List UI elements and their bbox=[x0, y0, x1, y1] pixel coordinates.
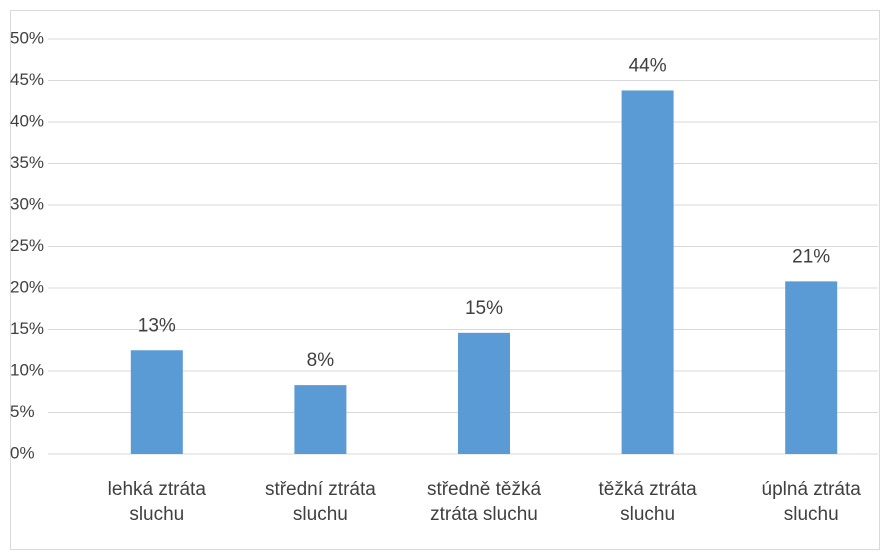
bar bbox=[458, 332, 510, 454]
bar bbox=[621, 90, 674, 455]
bar bbox=[130, 350, 183, 454]
data-label: 15% bbox=[465, 298, 503, 319]
data-label: 44% bbox=[629, 55, 667, 76]
y-tick-label: 5% bbox=[10, 402, 35, 421]
x-tick-label: střední ztráta sluchu bbox=[264, 479, 376, 525]
y-tick-label: 30% bbox=[10, 194, 44, 213]
data-label: 8% bbox=[307, 350, 335, 371]
bar bbox=[294, 385, 347, 454]
y-tick-label: 25% bbox=[10, 236, 44, 255]
data-label: 13% bbox=[138, 315, 176, 336]
y-tick-label: 0% bbox=[10, 443, 35, 462]
chart-border bbox=[10, 10, 880, 550]
y-tick-label: 15% bbox=[10, 319, 44, 338]
x-tick-label: úplná ztráta sluchu bbox=[761, 479, 861, 525]
data-label: 21% bbox=[792, 246, 830, 267]
x-tick-label: těžká ztráta sluchu bbox=[598, 479, 697, 525]
x-tick-label: středně těžká ztráta sluchu bbox=[426, 479, 542, 525]
x-tick-label: lehká ztráta sluchu bbox=[107, 479, 206, 525]
y-tick-label: 35% bbox=[10, 153, 44, 172]
y-tick-label: 50% bbox=[10, 28, 44, 47]
y-tick-label: 45% bbox=[10, 70, 44, 89]
y-tick-label: 10% bbox=[10, 360, 44, 379]
bar bbox=[785, 281, 838, 454]
y-tick-label: 20% bbox=[10, 277, 44, 296]
y-tick-label: 40% bbox=[10, 111, 44, 130]
